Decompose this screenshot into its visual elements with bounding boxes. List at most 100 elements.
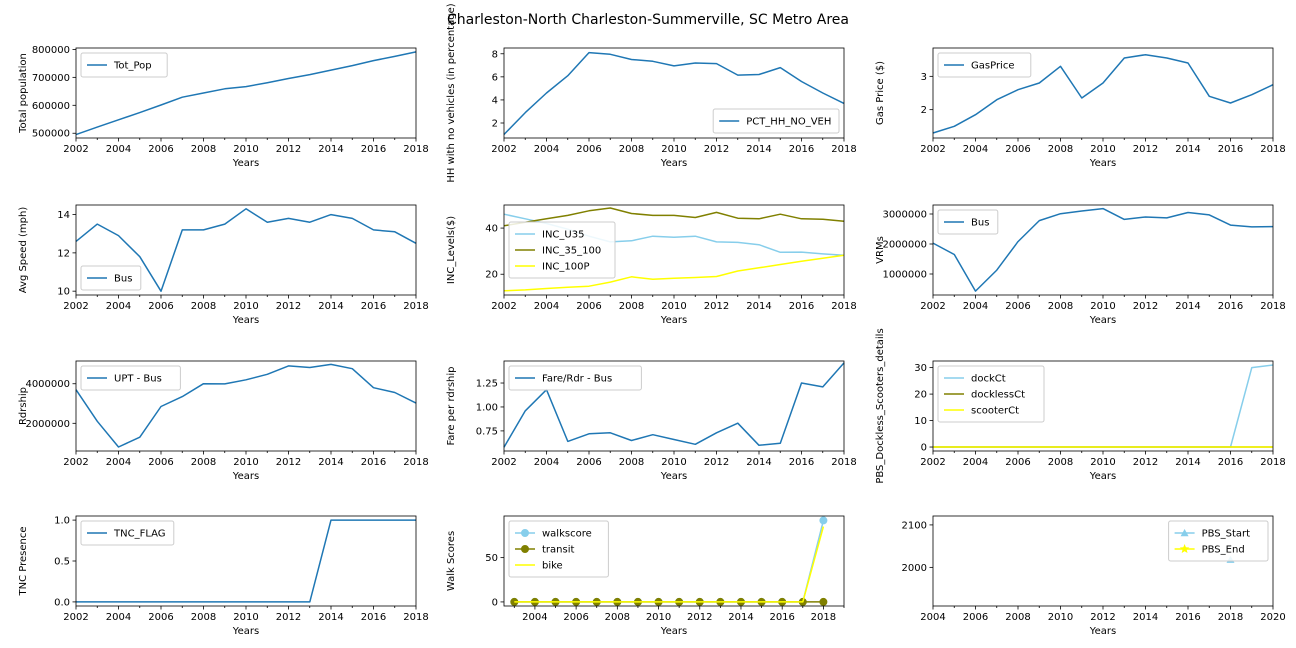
x-tick-label: 2010 xyxy=(646,612,671,623)
x-tick-label: 2014 xyxy=(318,301,343,312)
x-tick-label: 2012 xyxy=(704,457,729,468)
y-tick-label: 2000 xyxy=(902,563,927,574)
x-tick-label: 2016 xyxy=(361,144,386,155)
data-point-transit xyxy=(819,597,828,606)
x-tick-label: 2004 xyxy=(920,612,945,623)
x-tick-label: 2006 xyxy=(1005,457,1030,468)
data-point-walkscore xyxy=(819,516,828,525)
series-line-bike xyxy=(514,526,825,603)
x-tick-label: 2018 xyxy=(831,144,856,155)
x-tick-label: 2020 xyxy=(1260,612,1285,623)
series-line-UPT - Bus xyxy=(75,363,417,448)
legend-marker xyxy=(521,529,529,537)
x-tick-label: 2002 xyxy=(920,457,945,468)
x-tick-label: 2012 xyxy=(1133,457,1158,468)
plot-area xyxy=(75,51,417,136)
series-line-Tot_Pop xyxy=(75,51,417,136)
x-tick-label: 2018 xyxy=(831,301,856,312)
series-line-TNC_FLAG xyxy=(76,519,416,603)
legend-marker xyxy=(1180,529,1189,537)
legend: PCT_HH_NO_VEH xyxy=(712,108,840,134)
axes-frame xyxy=(932,47,1274,139)
x-axis-label: Years xyxy=(660,158,687,169)
x-tick-label: 2016 xyxy=(361,612,386,623)
subplot-walk: 2004 2006 2008 2010 2012 2014 2016 2018 0 50 Years… xyxy=(446,515,845,637)
x-tick-label: 2018 xyxy=(403,612,428,623)
axes-frame xyxy=(932,204,1274,296)
x-tick-label: 2010 xyxy=(1090,457,1115,468)
x-tick-label: 2004 xyxy=(963,457,988,468)
legend: TNC_FLAG xyxy=(80,520,175,546)
axes-frame xyxy=(932,515,1274,607)
axes-frame xyxy=(503,204,845,296)
x-tick-label: 2006 xyxy=(1005,301,1030,312)
subplot-hh: 2002 2004 2006 2008 2010 2012 2014 2016 2018 2 4 6 8… xyxy=(446,3,857,182)
x-axis-label: Years xyxy=(660,315,687,326)
legend-label: GasPrice xyxy=(971,61,1014,72)
legend-label: PBS_Start xyxy=(1202,529,1251,540)
x-tick-label: 2002 xyxy=(491,301,516,312)
x-tick-label: 2012 xyxy=(276,144,301,155)
legend-frame xyxy=(937,52,1032,78)
x-tick-label: 2004 xyxy=(534,457,559,468)
y-tick-label: 1.00 xyxy=(476,402,498,413)
y-axis-label: Fare per rdrship xyxy=(446,366,457,445)
plot-area xyxy=(933,364,1274,448)
legend: Tot_Pop xyxy=(80,52,168,78)
y-tick-label: 4 xyxy=(492,95,498,106)
y-tick-label: 0 xyxy=(492,597,498,608)
y-tick-label: 1.25 xyxy=(476,379,498,390)
subplot-upt: 2002 2004 2006 2008 2010 2012 2014 2016 2018 2000… xyxy=(18,360,429,482)
x-tick-label: 2002 xyxy=(63,457,88,468)
plot-area xyxy=(75,208,417,292)
y-tick-label: 20 xyxy=(914,390,927,401)
x-tick-label: 2014 xyxy=(728,612,753,623)
x-tick-label: 2004 xyxy=(963,144,988,155)
x-tick-label: 2018 xyxy=(403,301,428,312)
x-tick-label: 2006 xyxy=(563,612,588,623)
legend-frame xyxy=(712,108,840,134)
x-tick-label: 2018 xyxy=(1260,144,1285,155)
y-axis-label: PBS_Dockless_Scooters_details xyxy=(875,328,886,483)
x-tick-label: 2010 xyxy=(661,144,686,155)
y-axis-label: INC_Levels($) xyxy=(446,216,457,284)
x-tick-label: 2008 xyxy=(619,144,644,155)
y-axis-label: Total population xyxy=(18,53,29,134)
x-tick-label: 2010 xyxy=(233,301,258,312)
x-tick-label: 2010 xyxy=(661,457,686,468)
x-tick-label: 2008 xyxy=(619,301,644,312)
series-line-Bus xyxy=(932,207,1274,292)
legend: dockCt docklessCt scooterCt xyxy=(937,365,1045,423)
subplot-pop: 2002 2004 2006 2008 2010 2012 2014 2016 2018 5000… xyxy=(18,45,429,169)
y-axis-label: VRMs xyxy=(875,236,886,264)
x-tick-label: 2012 xyxy=(1133,144,1158,155)
legend-frame xyxy=(508,221,616,279)
y-tick-label: 2000000 xyxy=(25,419,70,430)
legend-marker xyxy=(1179,544,1190,553)
x-tick-label: 2018 xyxy=(1218,612,1243,623)
series-line-Fare/Rdr - Bus xyxy=(503,362,845,448)
x-tick-label: 2014 xyxy=(318,144,343,155)
x-tick-label: 2006 xyxy=(148,457,173,468)
y-axis-label: TNC Presence xyxy=(18,527,29,597)
y-tick-label: 3000000 xyxy=(882,210,927,221)
x-tick-label: 2014 xyxy=(1175,144,1200,155)
y-tick-label: 50 xyxy=(485,553,498,564)
x-tick-label: 2018 xyxy=(403,457,428,468)
x-tick-label: 2016 xyxy=(1218,144,1243,155)
x-tick-label: 2016 xyxy=(1175,612,1200,623)
y-tick-label: 8 xyxy=(492,49,498,60)
legend-label: INC_U35 xyxy=(542,230,584,241)
x-axis-label: Years xyxy=(1089,315,1116,326)
axes-frame xyxy=(932,360,1274,452)
x-tick-label: 2016 xyxy=(1218,457,1243,468)
x-axis-label: Years xyxy=(1089,158,1116,169)
y-tick-label: 0.0 xyxy=(54,597,70,608)
x-tick-label: 2018 xyxy=(811,612,836,623)
legend-label: walkscore xyxy=(542,529,592,540)
legend-label: transit xyxy=(542,545,574,556)
x-tick-label: 2008 xyxy=(1005,612,1030,623)
legend-label: INC_35_100 xyxy=(542,246,601,257)
